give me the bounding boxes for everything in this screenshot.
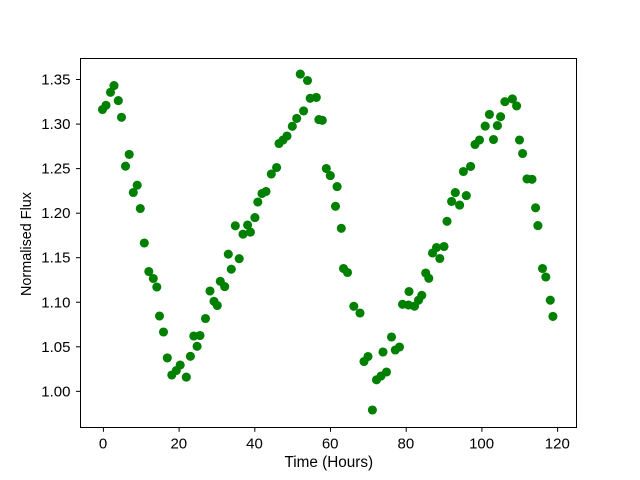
svg-text:1.00: 1.00 <box>41 383 70 400</box>
svg-text:1.35: 1.35 <box>41 72 70 89</box>
svg-text:20: 20 <box>170 435 187 452</box>
svg-text:1.10: 1.10 <box>41 294 70 311</box>
svg-text:Normalised Flux: Normalised Flux <box>19 191 35 296</box>
svg-text:1.20: 1.20 <box>41 205 70 222</box>
svg-text:40: 40 <box>246 435 263 452</box>
svg-text:1.30: 1.30 <box>41 116 70 133</box>
svg-text:60: 60 <box>322 435 339 452</box>
svg-text:100: 100 <box>469 435 494 452</box>
svg-text:80: 80 <box>398 435 415 452</box>
svg-text:120: 120 <box>545 435 570 452</box>
svg-text:0: 0 <box>99 435 107 452</box>
svg-text:Time (Hours): Time (Hours) <box>284 454 373 471</box>
svg-text:1.05: 1.05 <box>41 339 70 356</box>
svg-text:1.25: 1.25 <box>41 161 70 178</box>
svg-text:1.15: 1.15 <box>41 250 70 267</box>
